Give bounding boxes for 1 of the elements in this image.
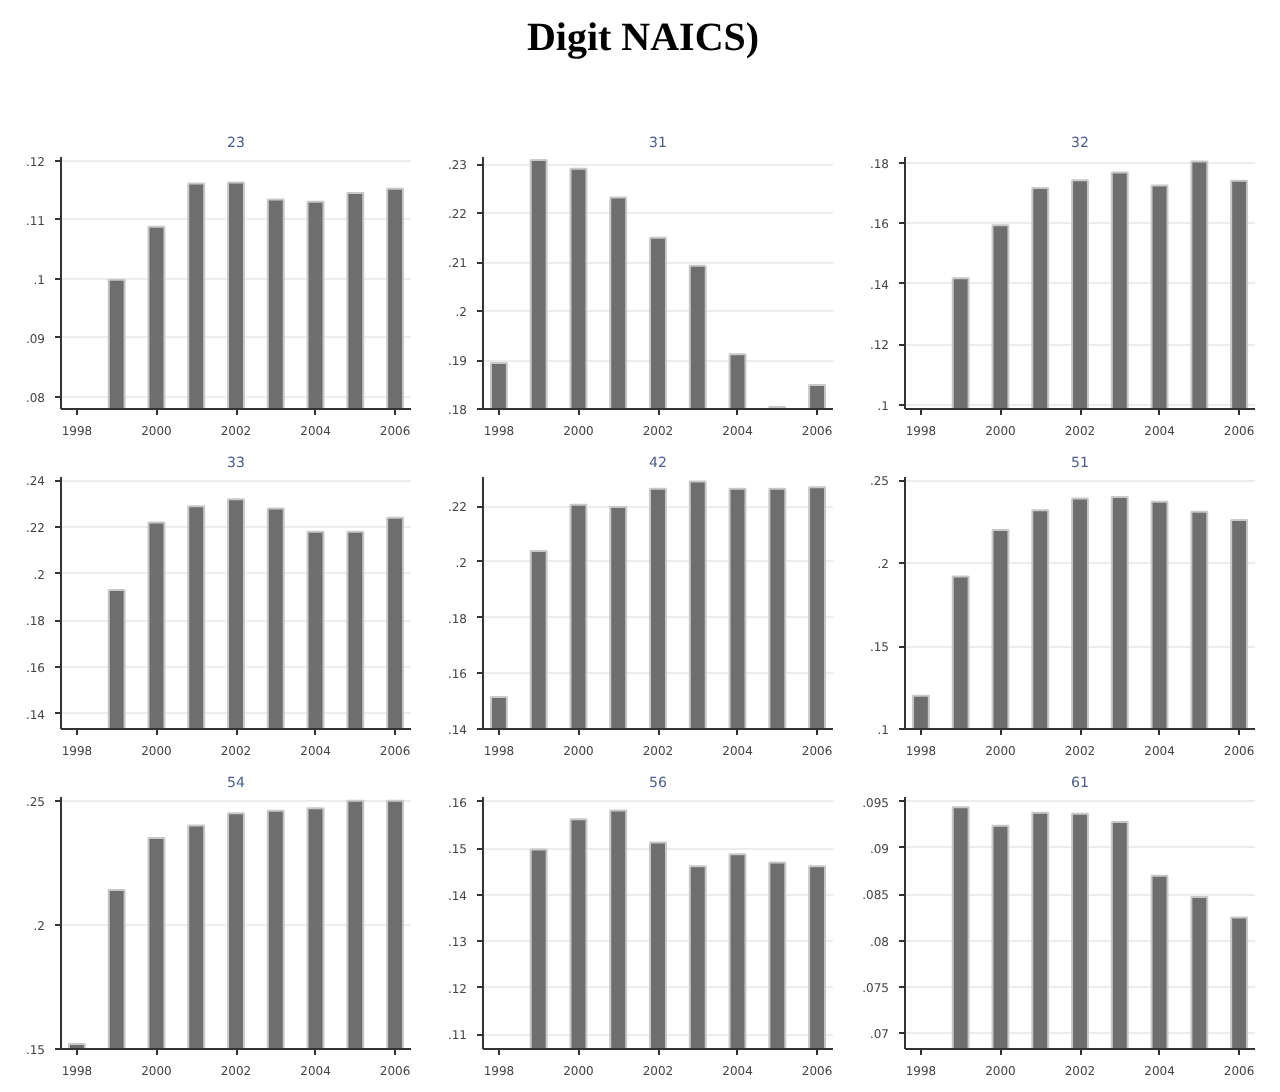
text: Digit NAICS) bbox=[526, 14, 760, 64]
